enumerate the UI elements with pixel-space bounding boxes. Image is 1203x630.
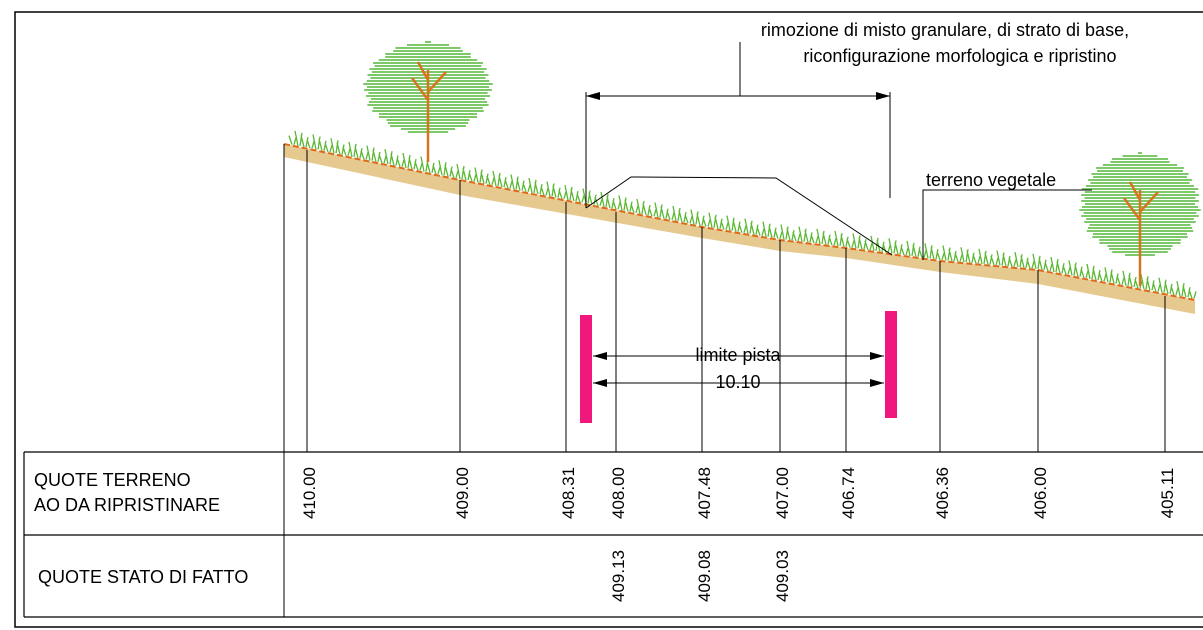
track-width-arrow-right xyxy=(870,379,884,387)
restore-elevation-value: 408.31 xyxy=(559,467,578,519)
row1-label-line1: QUOTE TERRENO xyxy=(34,470,191,490)
existing-elevation-value: 409.13 xyxy=(609,550,628,602)
track-limit-marker-left xyxy=(580,315,592,423)
drawing-frame xyxy=(14,11,1203,628)
tree-right-icon xyxy=(1079,152,1201,286)
removal-note-line2: riconfigurazione morfologica e ripristin… xyxy=(803,46,1116,66)
elevation-table xyxy=(23,451,1203,618)
restore-elevation-value: 405.11 xyxy=(1158,468,1177,519)
restore-elevation-value: 406.36 xyxy=(933,467,952,519)
track-limit-dimensions xyxy=(593,355,884,384)
track-limit-arrow-left xyxy=(593,352,607,360)
tree-trunk xyxy=(410,61,447,162)
restore-elevation-value: 407.00 xyxy=(773,467,792,519)
removal-arrow-right xyxy=(876,92,890,100)
existing-elevation-value: 409.03 xyxy=(773,550,792,602)
vertical-reference-lines xyxy=(283,150,1166,617)
grass-layer xyxy=(288,130,1197,299)
removal-arrow-left xyxy=(586,92,600,100)
restore-elevation-value: 406.74 xyxy=(839,467,858,519)
topsoil-label: terreno vegetale xyxy=(926,170,1056,190)
removal-note-line1: rimozione di misto granulare, di strato … xyxy=(761,20,1129,40)
track-limit-arrow-right xyxy=(870,352,884,360)
track-width-label: 10.10 xyxy=(715,372,760,392)
terrain-profile-line xyxy=(283,143,1196,301)
tree-left-icon xyxy=(363,41,493,162)
restore-elevation-value: 410.00 xyxy=(300,467,319,519)
restore-elevation-value: 408.00 xyxy=(609,467,628,519)
soil-layer xyxy=(284,144,1195,314)
grass-tufts xyxy=(288,130,1197,299)
track-width-arrow-left xyxy=(593,379,607,387)
row2-label: QUOTE STATO DI FATTO xyxy=(38,567,248,587)
restore-elevation-value: 406.00 xyxy=(1031,467,1050,519)
track-limit-label: limite pista xyxy=(695,345,781,365)
tree-trunk xyxy=(1122,181,1159,286)
existing-track-profile xyxy=(585,176,893,256)
existing-elevation-value: 409.08 xyxy=(695,550,714,602)
topsoil-leader xyxy=(922,189,1092,260)
removal-dimension xyxy=(585,42,891,208)
restore-elevation-value: 407.48 xyxy=(695,467,714,519)
restore-elevation-value: 409.00 xyxy=(453,467,472,519)
track-limit-marker-right xyxy=(885,311,897,418)
row1-label-line2: AO DA RIPRISTINARE xyxy=(34,495,220,515)
